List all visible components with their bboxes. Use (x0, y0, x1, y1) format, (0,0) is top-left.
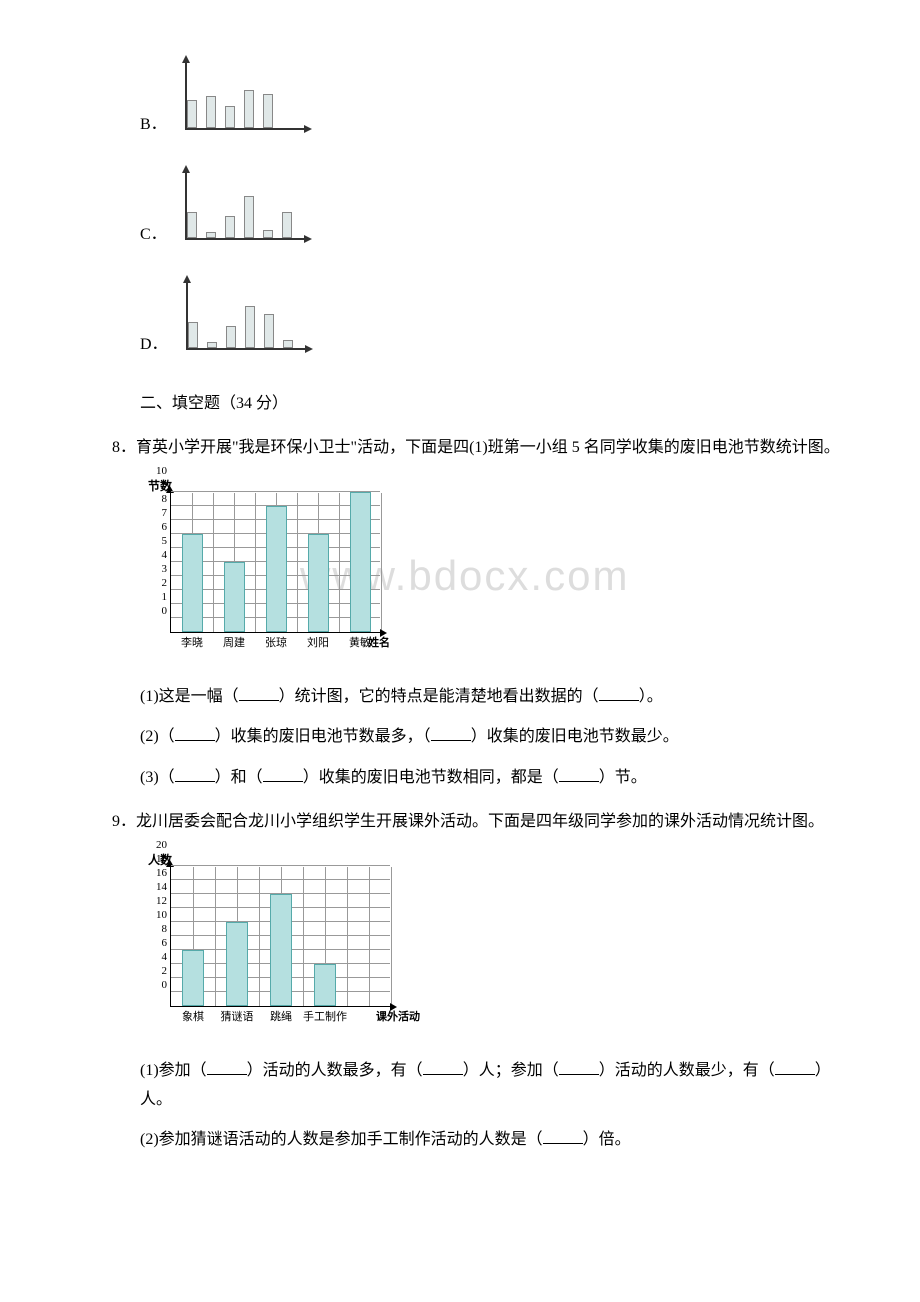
y-tick-label: 20 (156, 836, 171, 856)
mini-bar (225, 106, 235, 128)
mini-bar (187, 100, 197, 128)
section-2-header: 二、填空题（34 分） (140, 390, 840, 419)
x-tick-label: 猜谜语 (221, 1006, 254, 1028)
mini-bar (264, 314, 274, 348)
q8-text-span: 8．育英小学开展"我是环保小卫士"活动，下面是四(1)班第一小组 5 名同学收集… (112, 439, 840, 456)
mini-bar (225, 216, 235, 238)
chart-bar (182, 534, 203, 632)
question-8-text: 8．育英小学开展"我是环保小卫士"活动，下面是四(1)班第一小组 5 名同学收集… (80, 434, 840, 463)
chart-bar (266, 506, 287, 632)
chart-bar (226, 922, 248, 1006)
mini-bar (283, 340, 293, 348)
chart-bar (224, 562, 245, 632)
x-tick-label: 周建 (223, 632, 245, 654)
q9-chart: 人数 课外活动 02468101214161820象棋猜谜语跳绳手工制作 (140, 852, 420, 1042)
q8-sub2: (2)（）收集的废旧电池节数最多，（）收集的废旧电池节数最少。 (140, 723, 840, 752)
blank[interactable] (431, 725, 471, 741)
blank[interactable] (559, 1059, 599, 1075)
mini-bar (244, 196, 254, 238)
q9-x-title: 课外活动 (376, 1006, 420, 1028)
mini-bar (206, 232, 216, 238)
chart-bar (270, 894, 292, 1006)
option-d-chart (178, 280, 308, 360)
blank[interactable] (599, 685, 639, 701)
blank[interactable] (263, 766, 303, 782)
x-tick-label: 象棋 (182, 1006, 204, 1028)
mini-bar (187, 212, 197, 238)
q8-x-title: 姓名 (368, 632, 390, 654)
option-c-label: C． (140, 221, 167, 250)
blank[interactable] (239, 685, 279, 701)
blank[interactable] (175, 725, 215, 741)
option-d-label: D． (140, 331, 168, 360)
q8-chart-container: www.bdocx.com 节数 姓名 012345678910李晓周建张琼刘阳… (140, 478, 840, 668)
blank[interactable] (207, 1059, 247, 1075)
mini-bar (188, 322, 198, 348)
x-tick-label: 李晓 (181, 632, 203, 654)
option-b-row: B． (140, 60, 840, 140)
q9-text-span: 9．龙川居委会配合龙川小学组织学生开展课外活动。下面是四年级同学参加的课外活动情… (112, 813, 824, 830)
mini-bar (245, 306, 255, 348)
mini-bar (244, 90, 254, 128)
blank[interactable] (775, 1059, 815, 1075)
q9-sub2: (2)参加猜谜语活动的人数是参加手工制作活动的人数是（）倍。 (140, 1126, 840, 1155)
x-tick-label: 刘阳 (307, 632, 329, 654)
chart-bar (350, 492, 371, 632)
y-tick-label: 10 (156, 462, 171, 482)
option-d-row: D． (140, 280, 840, 360)
blank[interactable] (543, 1128, 583, 1144)
blank[interactable] (559, 766, 599, 782)
option-c-row: C． (140, 170, 840, 250)
question-9-text: 9．龙川居委会配合龙川小学组织学生开展课外活动。下面是四年级同学参加的课外活动情… (80, 808, 840, 837)
q9-sub1: (1)参加（）活动的人数最多，有（）人；参加（）活动的人数最少，有（）人。 (140, 1057, 840, 1115)
option-b-label: B． (140, 111, 167, 140)
blank[interactable] (175, 766, 215, 782)
blank[interactable] (423, 1059, 463, 1075)
q9-chart-container: 人数 课外活动 02468101214161820象棋猜谜语跳绳手工制作 (140, 852, 840, 1042)
chart-bar (314, 964, 336, 1006)
chart-bar (182, 950, 204, 1006)
x-tick-label: 跳绳 (270, 1006, 292, 1028)
q8-sub3: (3)（）和（）收集的废旧电池节数相同，都是（）节。 (140, 764, 840, 793)
mini-bar (206, 96, 216, 128)
mini-bar (263, 230, 273, 238)
option-c-chart (177, 170, 307, 250)
mini-bar (226, 326, 236, 348)
mini-bar (282, 212, 292, 238)
option-b-chart (177, 60, 307, 140)
mini-bar (207, 342, 217, 348)
mini-bar (263, 94, 273, 128)
q8-sub1: (1)这是一幅（）统计图，它的特点是能清楚地看出数据的（）。 (140, 683, 840, 712)
x-tick-label: 张琼 (265, 632, 287, 654)
x-tick-label: 手工制作 (303, 1006, 347, 1028)
q8-chart: 节数 姓名 012345678910李晓周建张琼刘阳黄敏 (140, 478, 400, 668)
chart-bar (308, 534, 329, 632)
x-tick-label: 黄敏 (349, 632, 371, 654)
